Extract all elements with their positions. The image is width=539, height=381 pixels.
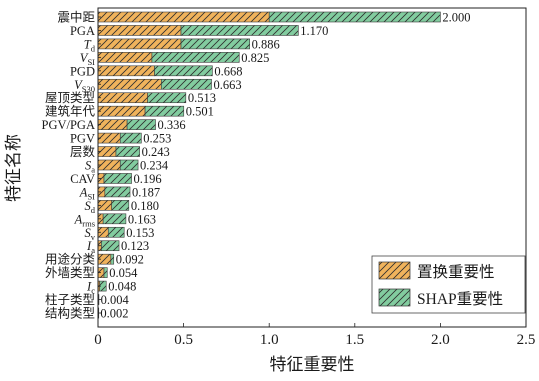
bar-shap-4 [154,65,213,77]
value-label: 0.153 [126,226,154,240]
value-label: 0.054 [109,266,138,280]
bar-shap-1 [180,25,299,36]
bar-shap-13 [104,186,131,198]
bar-shap-9 [119,132,142,144]
bar-shap-16 [107,226,125,238]
value-label: 0.092 [116,253,144,267]
value-label: 0.123 [121,239,149,253]
y-axis-ticks: 震中距PGATdVSIPGDVS30屋顶类型建筑年代PGV/PGAPGV层数Sa… [42,10,101,321]
y-tick-label: 结构类型 [45,306,95,321]
y-tick-label: Sd [85,199,96,215]
value-label: 1.170 [300,24,328,38]
bar-shap-11 [119,159,139,171]
y-tick-label: PGD [70,64,95,78]
plot-frame [97,7,527,328]
value-label: 0.002 [100,307,128,321]
value-label: 0.243 [142,145,170,159]
bar-shap-6 [147,92,187,104]
bar-permutation-4 [97,65,155,77]
x-tick-label: 0 [94,332,102,348]
value-label: 0.253 [143,132,171,146]
value-label: 0.886 [252,37,280,51]
y-tick-label: Sv [85,226,96,242]
bar-permutation-5 [97,78,162,90]
y-tick-label: 震中距 [57,10,95,25]
value-label: 0.501 [186,105,214,119]
legend-label-permutation: 置换重要性 [417,263,495,281]
bar-shap-12 [103,173,132,184]
y-tick-label: 用途分类 [45,252,96,267]
y-tick-label: VSI [80,51,95,67]
y-tick-label: VS30 [74,78,95,94]
y-tick-label: PGV/PGA [42,118,96,132]
value-labels-group: 2.000 1.170 0.8860.8250.6680.6630.5130.501… [100,11,470,321]
bar-permutation-1 [97,25,182,36]
x-axis-ticks: 0 0.5 1.0 1.5 2.0 2.5 [94,323,535,348]
value-label: 0.513 [188,91,216,105]
bar-permutation-7 [97,105,146,117]
y-tick-label: PGA [70,24,95,38]
value-label: 2.000 [442,11,470,25]
value-label: 0.187 [132,185,160,199]
bar-shap-5 [161,78,212,90]
bar-permutation-11 [97,159,121,171]
bar-shap-3 [151,52,240,63]
bar-permutation-0 [97,11,270,23]
x-tick-label: 1.0 [260,332,279,348]
value-label: 0.234 [140,159,169,173]
y-tick-label: 柱子类型 [45,292,95,307]
value-label: 0.163 [128,212,156,226]
bar-shap-18 [110,253,115,265]
bar-shap-15 [102,213,127,225]
bar-permutation-9 [97,132,121,144]
y-tick-label: 外墙类型 [45,266,95,280]
y-tick-label: Sa [85,159,95,175]
x-tick-label: 1.5 [345,332,364,348]
x-tick-label: 2.5 [517,332,536,348]
y-tick-label: 屋顶类型 [45,91,95,105]
bar-permutation-3 [97,52,153,63]
y-tick-label: Ia [86,239,95,255]
value-label: 0.336 [158,118,186,132]
value-label: 0.668 [214,64,242,78]
bar-permutation-6 [97,92,148,104]
legend-swatch-shap [378,288,411,307]
y-tick-label: 建筑年代 [45,104,96,119]
y-tick-label: Arms [74,212,95,228]
value-label: 0.048 [108,280,136,294]
bar-shap-14 [111,200,130,211]
y-tick-label: CAV [70,172,95,186]
value-label: 0.180 [131,199,159,213]
bar-shap-0 [268,11,441,23]
y-tick-label: PGV [70,132,95,146]
y-tick-label: 层数 [70,144,96,159]
y-tick-label: Td [84,37,96,53]
x-tick-label: 2.0 [431,332,450,348]
x-axis-title: 特征重要性 [270,355,355,374]
y-axis-title: 特征名称 [4,134,23,202]
x-tick-label: 0.5 [174,332,193,348]
bar-shap-19 [103,267,108,278]
value-label: 0.004 [101,293,130,307]
legend-label-shap: SHAP重要性 [417,290,503,308]
y-tick-label: Ic [86,280,95,296]
bar-shap-8 [126,119,156,130]
value-label: 0.825 [241,51,269,65]
value-label: 0.196 [134,172,162,186]
value-label: 0.663 [214,78,242,92]
bar-shap-17 [101,240,120,252]
bars-group [97,11,441,319]
bar-shap-7 [144,105,185,117]
bar-permutation-2 [97,38,182,50]
y-tick-label: ASI [79,185,95,201]
bar-permutation-8 [97,119,128,130]
legend: 置换重要性 SHAP重要性 [371,255,526,314]
legend-swatch-permutation [378,261,411,280]
bar-shap-2 [180,38,250,50]
bar-shap-10 [115,146,140,157]
